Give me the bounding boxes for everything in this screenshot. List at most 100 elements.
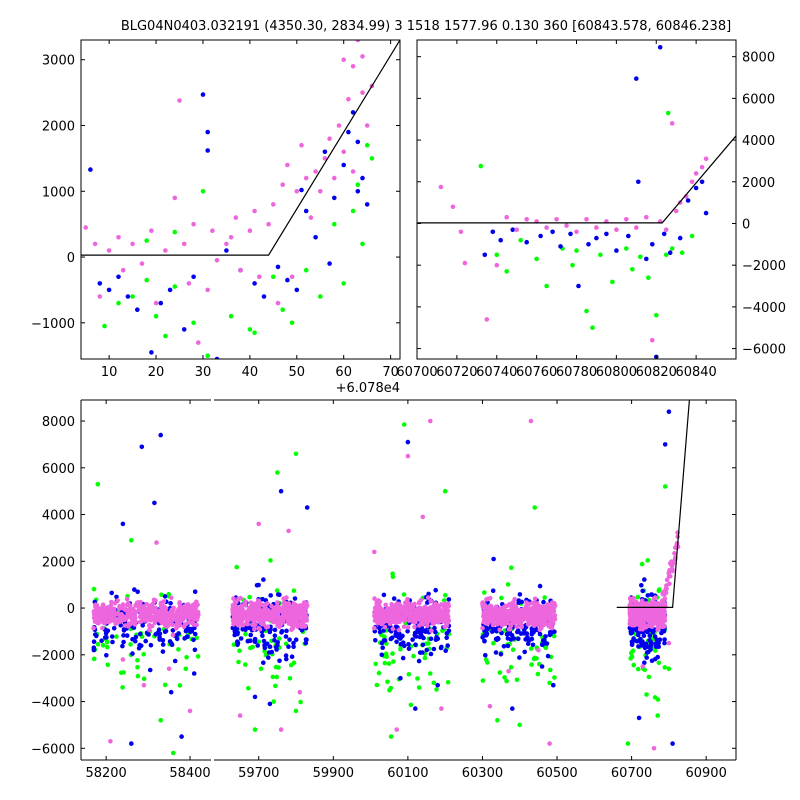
season-point — [629, 654, 635, 659]
season-point — [234, 564, 239, 570]
point-green — [665, 110, 671, 116]
point-green — [350, 208, 356, 214]
point-blue — [558, 244, 563, 249]
season-point — [266, 655, 271, 660]
season-point — [91, 639, 97, 644]
season-point — [386, 616, 391, 621]
point-green — [205, 353, 210, 359]
season-point — [255, 643, 260, 648]
point-magenta — [303, 175, 309, 181]
series-magenta — [83, 40, 375, 345]
season-point — [289, 621, 294, 627]
season-point — [512, 596, 517, 602]
season-point — [662, 637, 667, 642]
season-point — [650, 619, 656, 624]
season-point — [524, 631, 530, 636]
season-point — [259, 616, 265, 621]
outlier-magenta — [439, 706, 444, 711]
season-point — [142, 613, 148, 618]
point-green — [646, 275, 651, 281]
season-point — [270, 674, 276, 680]
season-point — [104, 653, 109, 658]
season-point — [95, 641, 101, 647]
point-magenta — [153, 300, 159, 306]
season-point — [422, 604, 428, 610]
season-point — [524, 608, 530, 614]
season-point — [401, 592, 407, 597]
point-blue — [200, 92, 206, 97]
point-magenta — [322, 156, 328, 161]
panel-bottom: 58200 58400 59700 59900 60100 60300 60500 60700… — [31, 399, 737, 781]
y-tick-label: −2000 — [31, 649, 75, 664]
season-point — [130, 651, 135, 656]
point-blue — [604, 231, 609, 237]
season-point — [158, 605, 164, 610]
season-point — [658, 615, 664, 620]
season-point — [439, 644, 444, 650]
point-green — [689, 233, 695, 239]
point-magenta — [458, 229, 464, 235]
season-point — [299, 624, 305, 630]
outlier-green — [662, 484, 668, 489]
point-blue — [332, 195, 337, 201]
season-point — [262, 645, 268, 651]
outlier-green — [275, 470, 280, 475]
y-tick-label: −2000 — [742, 259, 786, 274]
point-blue — [167, 287, 173, 293]
season-point — [373, 661, 379, 667]
outlier-blue — [398, 675, 403, 681]
season-point — [170, 617, 176, 622]
season-point — [173, 612, 179, 618]
point-blue — [490, 229, 496, 235]
point-blue — [106, 287, 112, 293]
season-point — [183, 628, 189, 634]
point-green — [478, 163, 484, 169]
season-point — [241, 622, 246, 628]
season-point — [390, 651, 395, 656]
outlier-blue — [666, 409, 672, 415]
season-point — [193, 608, 199, 614]
season-point — [194, 599, 199, 605]
season-point — [516, 600, 521, 605]
season-point — [649, 592, 654, 597]
season-point — [192, 589, 198, 594]
season-point — [102, 610, 107, 616]
season-point — [153, 611, 159, 617]
season-point — [105, 619, 110, 625]
point-green — [228, 313, 234, 319]
season-point — [146, 610, 151, 616]
outlier-blue — [278, 488, 284, 494]
season-point — [646, 674, 652, 680]
point-green — [289, 320, 295, 326]
outlier-magenta — [528, 418, 534, 424]
season-point — [99, 605, 105, 611]
y-tick-label: 8000 — [42, 415, 75, 430]
outlier-magenta — [120, 657, 126, 662]
season-point — [245, 621, 250, 627]
season-point — [300, 620, 305, 625]
point-blue — [322, 149, 328, 155]
season-point — [417, 650, 423, 655]
point-blue — [97, 281, 103, 286]
x-tick-label: 70 — [382, 365, 399, 380]
season-point — [406, 607, 412, 613]
season-point — [508, 622, 513, 628]
point-blue — [191, 274, 196, 280]
season-point — [393, 603, 399, 608]
outlier-magenta — [372, 549, 377, 555]
season-point — [662, 640, 667, 646]
season-point — [493, 636, 499, 642]
season-point — [543, 641, 548, 647]
point-blue — [341, 162, 347, 168]
outlier-green — [655, 713, 660, 718]
season-point — [231, 642, 237, 647]
season-point — [639, 615, 644, 620]
season-point — [297, 605, 303, 610]
point-magenta — [149, 228, 154, 233]
season-point — [547, 632, 553, 638]
season-point — [630, 596, 635, 602]
point-magenta — [614, 227, 619, 232]
point-blue — [364, 202, 370, 207]
season-point — [114, 594, 119, 600]
season-point — [248, 607, 253, 612]
